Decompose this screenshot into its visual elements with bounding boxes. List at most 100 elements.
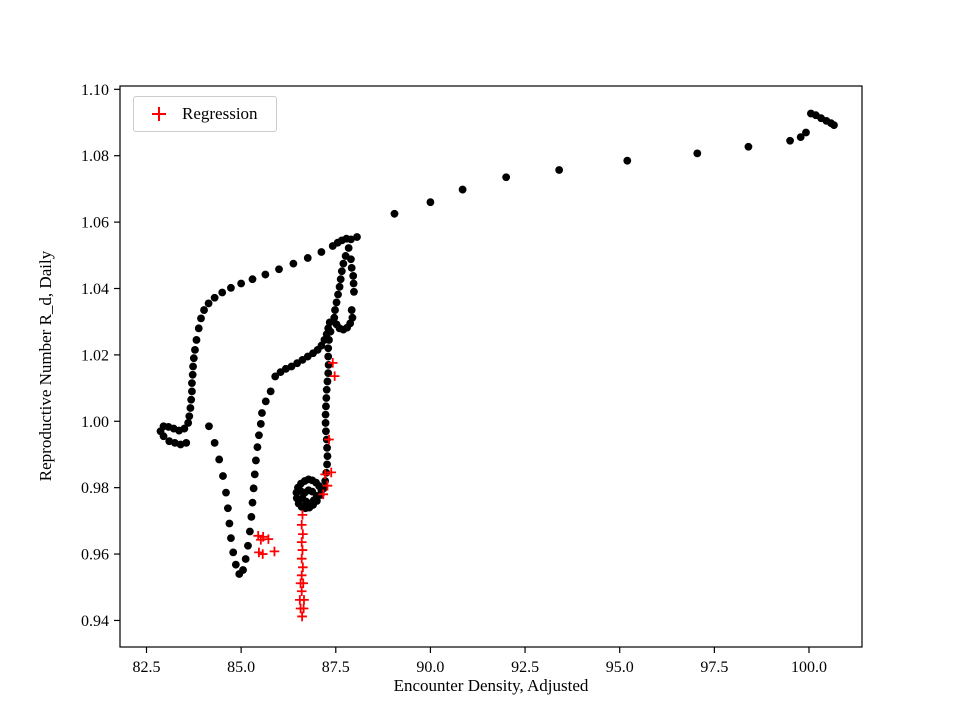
- data-point-regression: [324, 434, 334, 445]
- data-point-trajectory: [322, 427, 330, 436]
- data-point-trajectory: [215, 455, 224, 464]
- data-point-trajectory: [324, 344, 333, 353]
- data-point-trajectory: [210, 293, 219, 302]
- x-tick-label: 85.0: [227, 659, 255, 676]
- data-point-trajectory: [258, 409, 266, 417]
- data-point-trajectory: [223, 504, 232, 513]
- data-point-trajectory: [326, 327, 335, 336]
- data-point-trajectory: [252, 456, 260, 465]
- data-point-trajectory: [796, 133, 805, 142]
- data-point-trajectory: [348, 313, 357, 322]
- data-point-trajectory: [802, 128, 810, 137]
- data-point-trajectory: [502, 173, 511, 182]
- y-tick-label: 1.10: [81, 82, 109, 99]
- data-point-trajectory: [247, 512, 256, 521]
- data-point-trajectory: [303, 254, 312, 262]
- data-point-trajectory: [227, 283, 235, 292]
- data-point-regression: [297, 545, 308, 555]
- data-point-trajectory: [693, 149, 702, 158]
- data-point-trajectory: [210, 438, 219, 447]
- data-point-trajectory: [245, 527, 254, 536]
- data-point-regression: [297, 611, 307, 622]
- y-tick-label: 1.08: [81, 148, 109, 165]
- data-point-trajectory: [191, 346, 199, 354]
- data-point-trajectory: [229, 548, 238, 557]
- data-point-trajectory: [325, 318, 334, 327]
- data-point-trajectory: [331, 306, 339, 314]
- data-point-trajectory: [185, 412, 194, 421]
- data-point-trajectory: [555, 166, 564, 174]
- data-point-trajectory: [317, 248, 326, 256]
- y-axis-label: Reproductive Number R_d, Daily: [36, 250, 55, 482]
- x-tick-label: 97.5: [700, 659, 728, 676]
- data-point-trajectory: [253, 443, 262, 452]
- data-point-trajectory: [225, 519, 234, 528]
- data-point-trajectory: [249, 484, 258, 493]
- y-tick-label: 0.98: [81, 480, 109, 497]
- data-point-trajectory: [321, 419, 330, 427]
- data-point-regression: [298, 578, 309, 589]
- data-point-trajectory: [458, 185, 467, 194]
- data-point-trajectory: [325, 336, 333, 344]
- data-point-trajectory: [194, 324, 203, 333]
- data-point-trajectory: [308, 487, 317, 496]
- data-point-trajectory: [271, 372, 280, 381]
- data-point-regression: [298, 529, 308, 539]
- data-point-regression: [296, 553, 307, 564]
- data-point-trajectory: [184, 419, 193, 427]
- data-point-trajectory: [289, 259, 298, 268]
- data-point-regression: [296, 586, 307, 597]
- data-point-trajectory: [321, 410, 330, 419]
- x-tick-label: 95.0: [606, 659, 634, 676]
- data-point-regression: [329, 371, 340, 381]
- data-point-regression: [296, 570, 307, 581]
- data-point-regression: [296, 520, 307, 530]
- data-point-trajectory: [344, 244, 353, 252]
- x-tick-label: 82.5: [133, 659, 161, 676]
- data-point-trajectory: [390, 209, 399, 218]
- data-point-trajectory: [337, 267, 346, 276]
- data-point-trajectory: [222, 488, 230, 497]
- x-tick-label: 87.5: [322, 659, 350, 676]
- regression-marker-icon: [152, 107, 166, 121]
- data-point-trajectory: [231, 560, 240, 569]
- data-point-trajectory: [189, 362, 197, 371]
- data-point-trajectory: [324, 369, 333, 378]
- data-point-regression: [327, 358, 338, 368]
- data-point-trajectory: [323, 443, 331, 452]
- data-point-trajectory: [189, 354, 198, 363]
- data-point-trajectory: [347, 255, 355, 264]
- data-point-trajectory: [426, 198, 435, 207]
- data-point-regression: [297, 510, 308, 520]
- data-point-regression: [318, 489, 329, 500]
- data-point-trajectory: [192, 336, 201, 344]
- x-axis-label: Encounter Density, Adjusted: [393, 676, 589, 695]
- data-point-regression: [263, 534, 274, 544]
- x-tick-label: 100.0: [791, 659, 827, 676]
- data-point-regression: [298, 603, 309, 614]
- x-tick-label: 92.5: [511, 659, 539, 676]
- data-point-trajectory: [349, 279, 358, 288]
- data-point-trajectory: [296, 487, 305, 495]
- data-point-trajectory: [623, 156, 632, 165]
- data-point-regression: [269, 546, 280, 557]
- x-tick-label: 90.0: [416, 659, 444, 676]
- axes-frame: [119, 85, 863, 648]
- data-point-trajectory: [322, 394, 331, 402]
- data-point-trajectory: [323, 452, 332, 461]
- data-point-trajectory: [188, 379, 196, 387]
- data-point-trajectory: [248, 498, 257, 507]
- data-point-trajectory: [287, 362, 296, 371]
- legend: Regression: [133, 96, 277, 132]
- data-point-trajectory: [786, 136, 794, 145]
- data-point-trajectory: [218, 288, 227, 297]
- data-point-trajectory: [349, 271, 358, 280]
- y-tick-label: 0.94: [81, 613, 109, 630]
- data-point-trajectory: [237, 279, 246, 288]
- data-point-trajectory: [244, 541, 252, 550]
- data-point-trajectory: [266, 387, 275, 396]
- data-point-trajectory: [347, 306, 356, 314]
- data-point-trajectory: [334, 290, 342, 299]
